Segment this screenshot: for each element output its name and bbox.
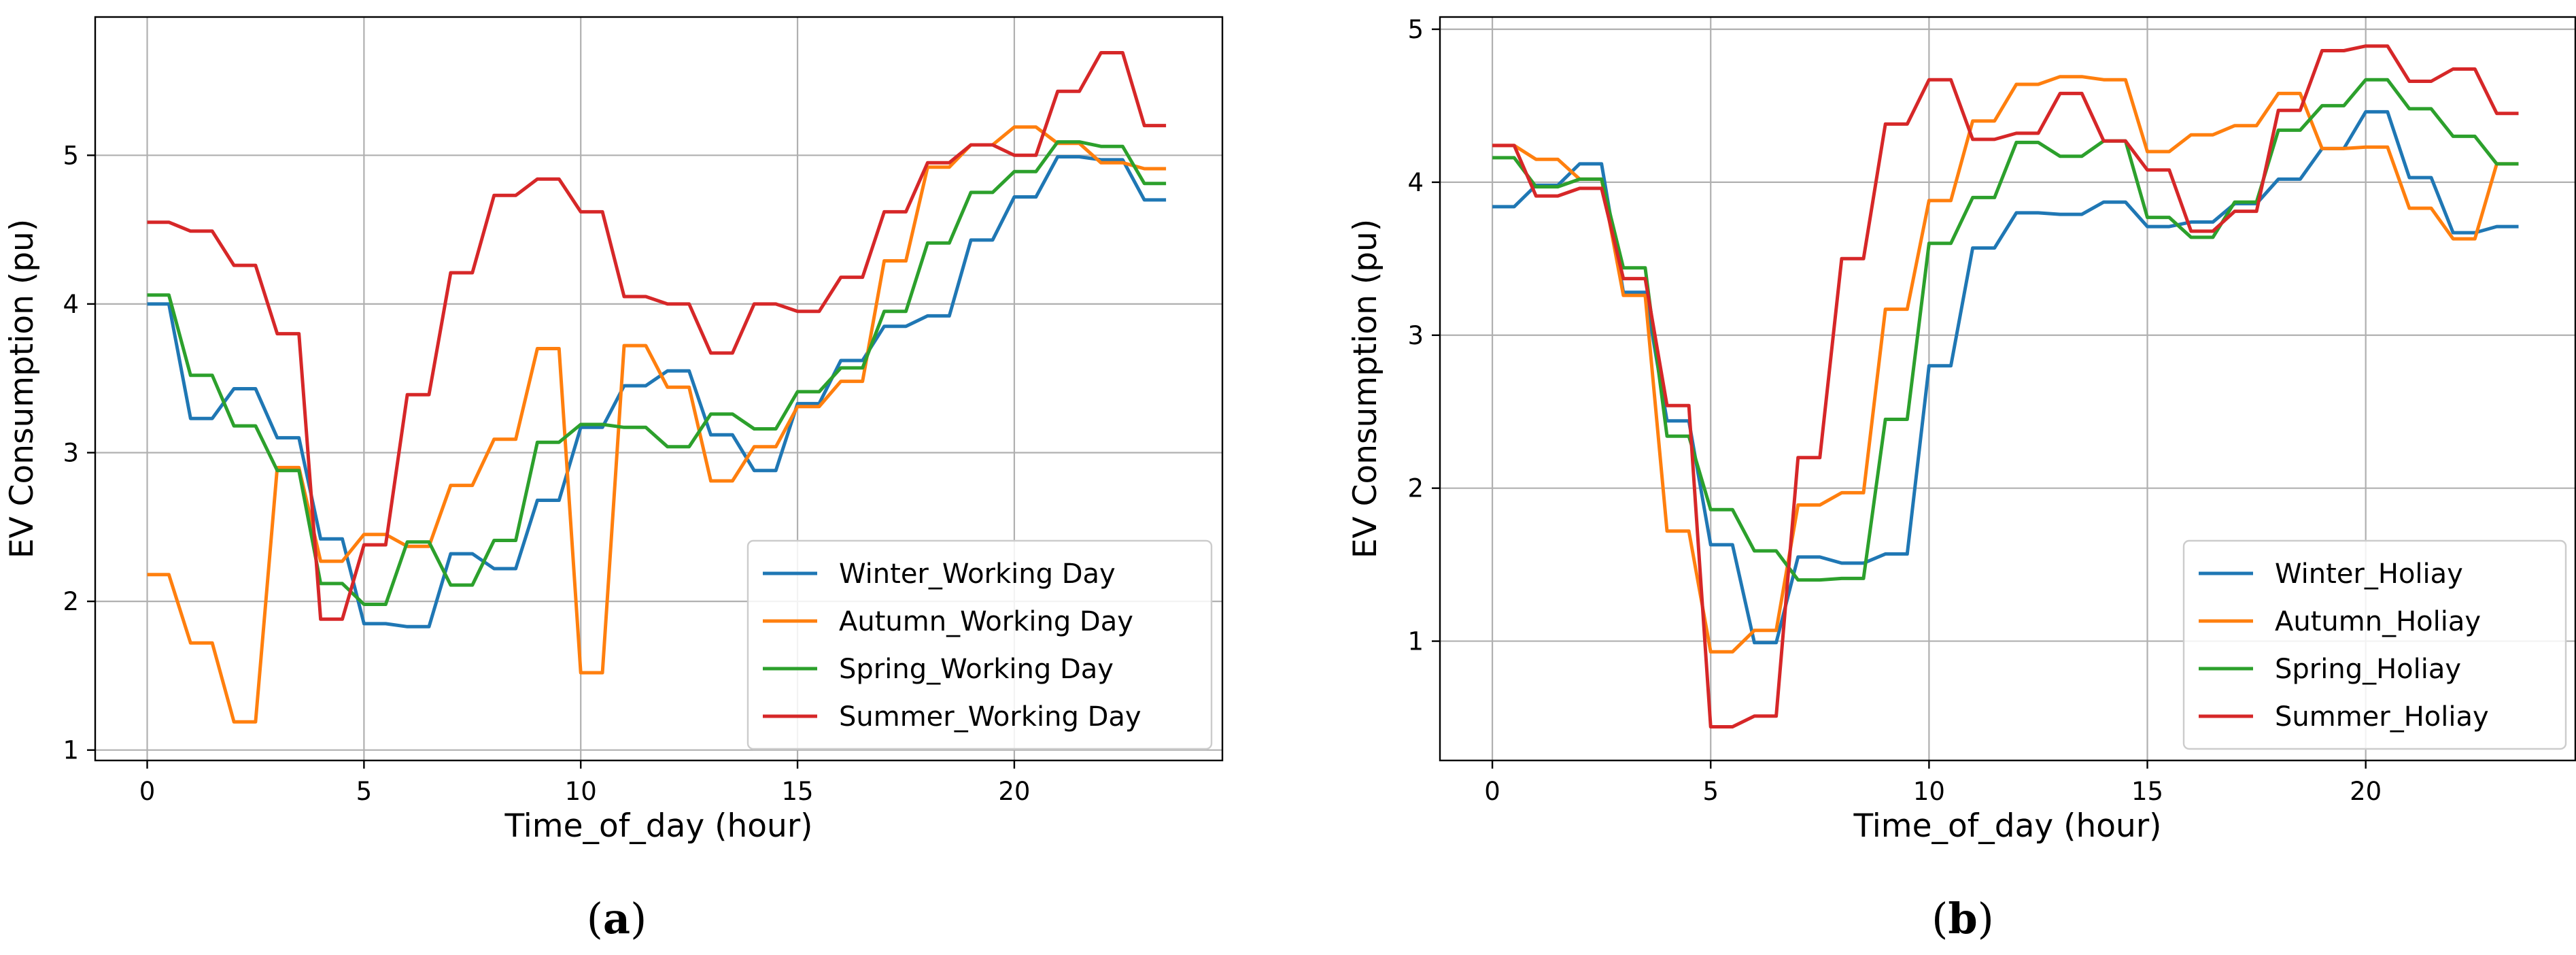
legend-label-spring-working-day: Spring_Working Day xyxy=(839,654,1114,685)
chart-panel-a: 0 5 10 15 20 1 2 3 4 5 Time_of_day (hour) EV Consum… xyxy=(3,16,1224,845)
chart-panel-b: 0 5 10 15 20 1 2 3 4 5 Time_of_day (hour) EV Consum… xyxy=(1347,15,2576,845)
x-tick-label: 0 xyxy=(139,777,156,806)
x-tick-label: 20 xyxy=(998,777,1030,806)
legend-label-spring-holiay: Spring_Holiay xyxy=(2275,654,2461,685)
series-lines xyxy=(1492,44,2519,728)
legend: Winter_Working Day Autumn_Working Day Spri… xyxy=(746,539,1213,750)
panel-caption-a: (a) xyxy=(587,894,647,943)
x-axis-label: Time_of_day (hour) xyxy=(1853,807,2161,845)
x-tick-label: 5 xyxy=(1702,777,1719,806)
legend-label-winter-holiay: Winter_Holiay xyxy=(2275,558,2463,590)
series-line-summer-holiay xyxy=(1492,44,2519,728)
legend-label-summer-holiay: Summer_Holiay xyxy=(2275,701,2489,733)
y-tick-label: 3 xyxy=(1407,321,1424,350)
y-tick-label: 2 xyxy=(63,587,79,616)
series-line-spring-working-day xyxy=(147,140,1167,606)
y-tick-label: 1 xyxy=(1407,627,1424,656)
x-tick-label: 5 xyxy=(356,777,373,806)
x-tick-label: 10 xyxy=(1913,777,1945,806)
series-line-autumn-working-day xyxy=(147,125,1167,724)
y-tick-label: 5 xyxy=(63,141,79,170)
series-line-winter-working-day xyxy=(147,155,1167,629)
series-line-autumn-holiay xyxy=(1492,75,2519,654)
legend: Winter_Holiay Autumn_Holiay Spring_Holiay S… xyxy=(2182,539,2567,750)
y-tick-label: 2 xyxy=(1407,474,1424,503)
series-line-summer-working-day xyxy=(147,51,1167,621)
y-tick-label: 4 xyxy=(1407,168,1424,197)
legend-label-summer-working-day: Summer_Working Day xyxy=(839,701,1141,733)
legend-box xyxy=(2182,539,2567,750)
legend-label-autumn-working-day: Autumn_Working Day xyxy=(839,606,1133,637)
panel-caption-b: (b) xyxy=(1931,894,1994,943)
y-tick-label: 1 xyxy=(63,736,79,765)
x-axis-label: Time_of_day (hour) xyxy=(504,807,812,845)
x-tick-label: 0 xyxy=(1484,777,1500,806)
series-line-spring-holiay xyxy=(1492,78,2519,582)
y-tick-label: 3 xyxy=(63,438,79,467)
x-tick-label: 15 xyxy=(2131,777,2163,806)
gridlines xyxy=(1440,17,2575,760)
plot-frame xyxy=(94,16,1224,762)
legend-label-winter-working-day: Winter_Working Day xyxy=(839,558,1116,590)
x-tick-label: 15 xyxy=(782,777,814,806)
y-axis-label: EV Consumption (pu) xyxy=(1347,219,1384,558)
plot-frame xyxy=(1439,16,2576,762)
y-tick-label: 4 xyxy=(63,290,79,319)
y-axis-label: EV Consumption (pu) xyxy=(3,219,41,558)
series-lines xyxy=(147,51,1167,724)
x-tick-label: 20 xyxy=(2350,777,2382,806)
legend-label-autumn-holiay: Autumn_Holiay xyxy=(2275,606,2481,637)
x-tick-label: 10 xyxy=(565,777,597,806)
legend-box xyxy=(746,539,1213,750)
y-tick-label: 5 xyxy=(1407,15,1424,44)
